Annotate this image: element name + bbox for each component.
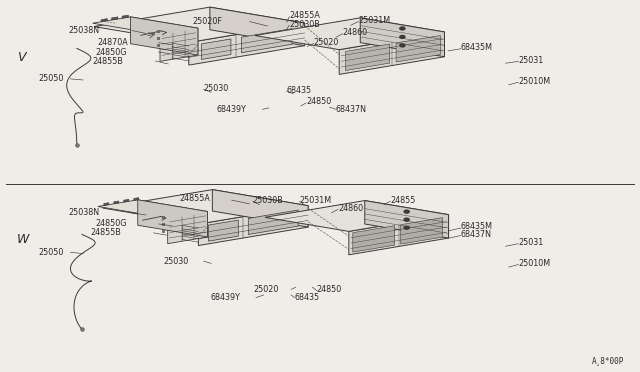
Text: 68435M: 68435M	[461, 43, 493, 52]
Text: W: W	[17, 234, 29, 246]
Polygon shape	[339, 32, 445, 74]
Text: 68439Y: 68439Y	[216, 105, 246, 114]
Polygon shape	[124, 199, 129, 202]
Text: 24855: 24855	[390, 196, 416, 205]
Polygon shape	[209, 220, 238, 241]
Text: 25010M: 25010M	[518, 259, 550, 268]
Text: 25031M: 25031M	[300, 196, 332, 205]
Text: 24855B: 24855B	[91, 228, 122, 237]
Text: 24850: 24850	[306, 97, 331, 106]
Text: 25031: 25031	[518, 238, 543, 247]
Text: 24870A: 24870A	[97, 38, 128, 47]
Text: 25050: 25050	[38, 248, 64, 257]
Polygon shape	[189, 23, 305, 65]
Text: 68437N: 68437N	[461, 230, 492, 239]
Text: V: V	[17, 51, 26, 64]
Text: 24850G: 24850G	[95, 219, 127, 228]
Text: 24855A: 24855A	[179, 194, 210, 203]
Polygon shape	[241, 29, 292, 53]
Text: 24850: 24850	[317, 285, 342, 294]
Polygon shape	[255, 18, 445, 50]
Text: 24855B: 24855B	[93, 57, 124, 65]
Polygon shape	[396, 36, 440, 62]
Polygon shape	[202, 39, 231, 60]
Text: 24860: 24860	[338, 204, 363, 213]
Polygon shape	[104, 203, 109, 205]
Text: 25030: 25030	[204, 84, 228, 93]
Polygon shape	[353, 226, 395, 252]
Polygon shape	[160, 28, 198, 61]
Circle shape	[404, 226, 409, 229]
Polygon shape	[346, 44, 390, 71]
Text: 68435: 68435	[294, 293, 319, 302]
Polygon shape	[122, 15, 129, 18]
Circle shape	[400, 35, 405, 38]
Text: 25010M: 25010M	[518, 77, 550, 86]
Circle shape	[404, 210, 409, 213]
Polygon shape	[212, 190, 308, 227]
Polygon shape	[198, 206, 308, 246]
Text: 25031M: 25031M	[358, 16, 390, 25]
Polygon shape	[93, 17, 198, 35]
Text: A̧8*00P: A̧8*00P	[591, 356, 624, 365]
Polygon shape	[138, 200, 207, 237]
Text: 25038N: 25038N	[68, 208, 99, 217]
Text: 25031: 25031	[518, 56, 543, 65]
Polygon shape	[98, 200, 207, 218]
Text: 25038N: 25038N	[68, 26, 100, 35]
Text: 68435: 68435	[287, 86, 312, 94]
Text: 68435M: 68435M	[461, 222, 493, 231]
Polygon shape	[210, 7, 305, 46]
Text: 68439Y: 68439Y	[210, 293, 240, 302]
Circle shape	[404, 218, 409, 221]
Circle shape	[400, 44, 405, 47]
Text: 25030B: 25030B	[253, 196, 284, 205]
Polygon shape	[134, 198, 139, 201]
Polygon shape	[265, 201, 449, 231]
Polygon shape	[401, 218, 443, 244]
Text: 25020F: 25020F	[193, 17, 223, 26]
Text: 24855A: 24855A	[289, 11, 320, 20]
Polygon shape	[131, 17, 198, 55]
Text: 25020: 25020	[314, 38, 339, 47]
Polygon shape	[360, 18, 445, 57]
Polygon shape	[248, 210, 298, 234]
Text: 25050: 25050	[38, 74, 64, 83]
Polygon shape	[101, 19, 108, 22]
Text: 25020: 25020	[253, 285, 278, 294]
Polygon shape	[365, 201, 449, 238]
Polygon shape	[168, 212, 207, 244]
Text: 68437N: 68437N	[336, 105, 367, 114]
Polygon shape	[111, 17, 118, 20]
Polygon shape	[102, 190, 308, 224]
Text: 24860: 24860	[342, 28, 367, 37]
Polygon shape	[114, 201, 119, 204]
Text: 25030B: 25030B	[289, 20, 320, 29]
Text: 24850G: 24850G	[95, 48, 127, 57]
Circle shape	[400, 27, 405, 30]
Polygon shape	[94, 7, 305, 42]
Text: 25030: 25030	[164, 257, 189, 266]
Polygon shape	[349, 215, 449, 255]
